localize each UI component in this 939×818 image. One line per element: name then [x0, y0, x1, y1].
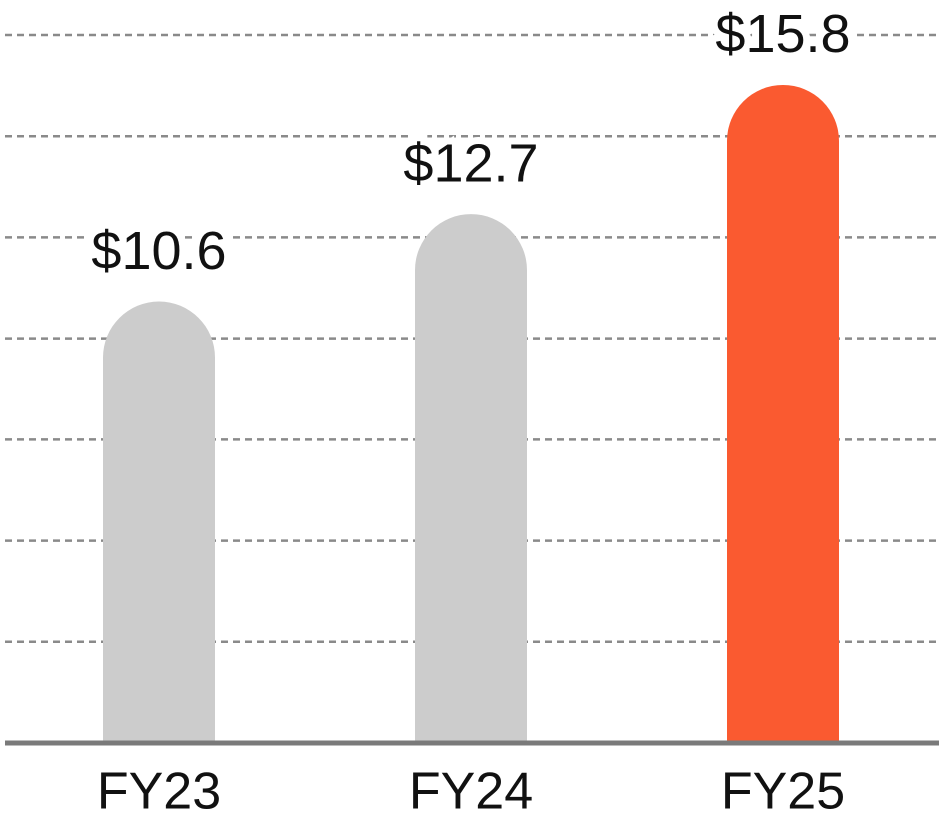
x-tick-label: FY24 — [409, 763, 533, 818]
value-label: $15.8 — [715, 4, 850, 64]
bar — [727, 84, 839, 744]
value-label: $10.6 — [91, 221, 226, 281]
bar — [103, 301, 215, 743]
x-tick-label: FY23 — [97, 763, 221, 818]
bar — [415, 214, 527, 743]
value-label: $12.7 — [403, 133, 538, 193]
x-tick-label: FY25 — [721, 763, 845, 818]
